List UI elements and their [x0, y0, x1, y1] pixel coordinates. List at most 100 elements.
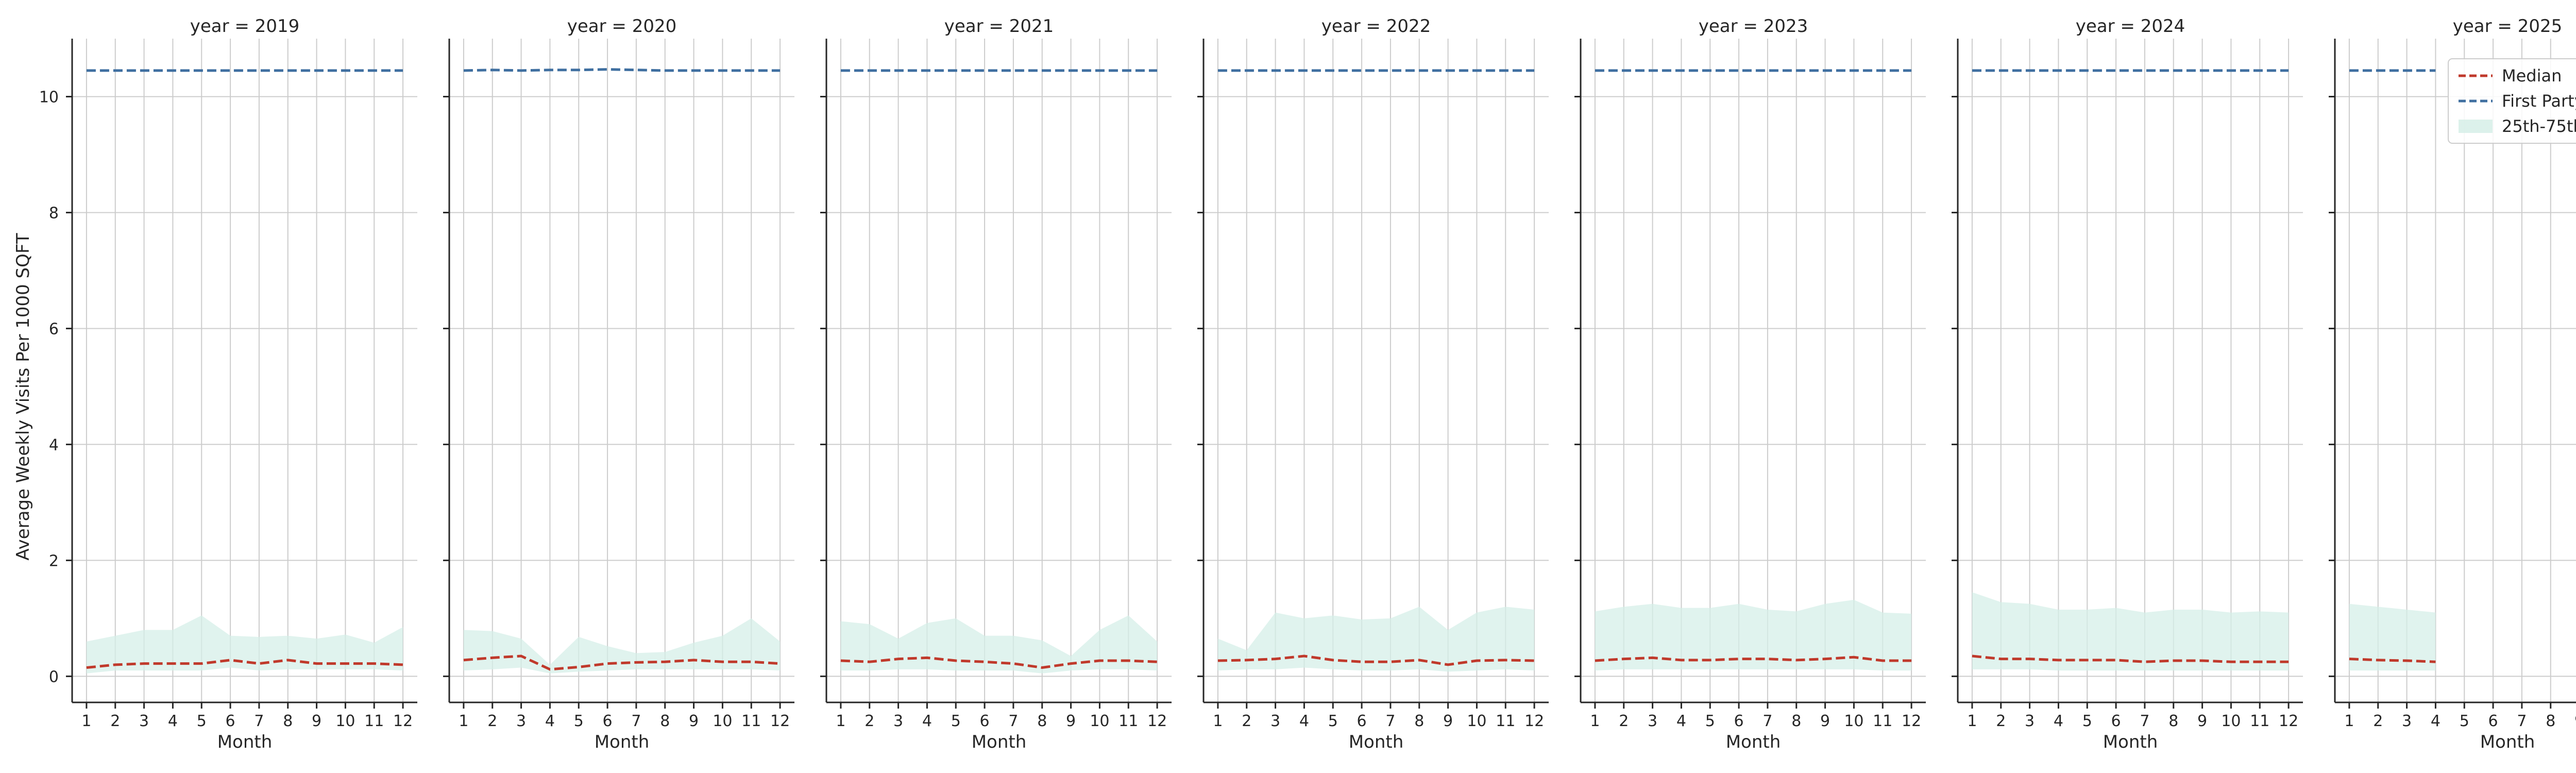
x-tick-label: 12: [2279, 712, 2298, 730]
x-tick-label: 4: [922, 712, 932, 730]
x-tick-label: 11: [2250, 712, 2269, 730]
x-tick-label: 6: [1734, 712, 1744, 730]
legend-label: 25th-75th Percentile: [2502, 116, 2576, 136]
x-tick-label: 11: [1873, 712, 1892, 730]
x-tick-label: 9: [2574, 712, 2576, 730]
x-tick-label: 8: [2168, 712, 2178, 730]
x-tick-label: 8: [283, 712, 293, 730]
y-tick-label: 0: [49, 668, 59, 686]
x-tick-label: 12: [770, 712, 790, 730]
x-tick-label: 10: [713, 712, 732, 730]
x-tick-label: 10: [335, 712, 355, 730]
x-tick-label: 12: [1524, 712, 1544, 730]
x-tick-label: 7: [1385, 712, 1395, 730]
x-tick-label: 2: [110, 712, 120, 730]
panel-title: year = 2021: [944, 16, 1054, 37]
x-tick-label: 3: [139, 712, 149, 730]
x-tick-label: 3: [1648, 712, 1657, 730]
x-tick-label: 7: [2140, 712, 2149, 730]
percentile-band: [1972, 592, 2289, 671]
percentile-band: [2349, 603, 2436, 671]
x-tick-label: 9: [1443, 712, 1453, 730]
legend: Median First Party Median 25th-75th Percen…: [2448, 58, 2576, 144]
x-tick-label: 12: [1147, 712, 1167, 730]
panel-title: year = 2024: [2076, 16, 2185, 37]
x-tick-label: 10: [1844, 712, 1863, 730]
x-tick-label: 8: [2546, 712, 2555, 730]
x-axis-label: Month: [1349, 732, 1404, 752]
x-tick-label: 4: [1676, 712, 1686, 730]
y-tick-label: 4: [49, 436, 59, 454]
x-tick-label: 10: [1090, 712, 1109, 730]
median-line: [2349, 658, 2436, 663]
x-tick-label: 6: [603, 712, 613, 730]
x-tick-label: 1: [459, 712, 468, 730]
percentile-band: [840, 615, 1158, 674]
x-tick-label: 12: [393, 712, 413, 730]
x-tick-label: 2: [865, 712, 874, 730]
x-tick-label: 12: [1902, 712, 1921, 730]
median-line: [463, 654, 781, 671]
x-tick-label: 1: [1213, 712, 1223, 730]
x-axis-label: Month: [1726, 732, 1781, 752]
x-tick-label: 11: [1118, 712, 1138, 730]
x-tick-label: 4: [1299, 712, 1309, 730]
x-tick-label: 1: [2344, 712, 2354, 730]
panel-title: year = 2019: [190, 16, 299, 37]
percentile-band: [463, 618, 781, 674]
x-tick-label: 5: [574, 712, 584, 730]
x-tick-label: 5: [1705, 712, 1715, 730]
legend-label: First Party Median: [2502, 91, 2576, 111]
panel-7: year = 2025123456789101112Month: [2329, 16, 2576, 752]
percentile-band: [86, 615, 403, 674]
x-tick-label: 1: [1967, 712, 1977, 730]
x-tick-label: 6: [980, 712, 990, 730]
x-tick-label: 11: [741, 712, 761, 730]
x-axis-label: Month: [972, 732, 1027, 752]
x-tick-label: 5: [2082, 712, 2092, 730]
x-tick-label: 5: [1328, 712, 1338, 730]
legend-item: First Party Median: [2459, 91, 2576, 111]
x-tick-label: 8: [660, 712, 670, 730]
x-axis-label: Month: [595, 732, 650, 752]
x-tick-label: 5: [2460, 712, 2469, 730]
x-tick-label: 2: [1619, 712, 1629, 730]
x-tick-label: 11: [364, 712, 384, 730]
x-tick-label: 11: [1496, 712, 1515, 730]
legend-swatch-band: [2459, 120, 2493, 133]
x-tick-label: 1: [1590, 712, 1600, 730]
x-tick-label: 4: [545, 712, 555, 730]
percentile-band: [1595, 599, 1912, 671]
x-tick-label: 9: [312, 712, 321, 730]
legend-item: 25th-75th Percentile: [2459, 116, 2576, 136]
legend-item: Median: [2459, 66, 2562, 86]
x-tick-label: 4: [2431, 712, 2441, 730]
x-tick-label: 10: [1467, 712, 1486, 730]
x-tick-label: 2: [2373, 712, 2383, 730]
x-tick-label: 5: [197, 712, 207, 730]
x-tick-label: 7: [254, 712, 264, 730]
y-axis-label: Average Weekly Visits Per 1000 SQFT: [13, 233, 33, 561]
y-tick-label: 2: [49, 552, 59, 570]
x-tick-label: 6: [2111, 712, 2121, 730]
legend-label: Median: [2502, 66, 2562, 86]
x-tick-label: 1: [81, 712, 91, 730]
x-tick-label: 3: [893, 712, 903, 730]
x-tick-label: 8: [1791, 712, 1801, 730]
percentile-band: [1217, 607, 1535, 672]
y-tick-label: 10: [39, 88, 59, 106]
x-tick-label: 2: [487, 712, 497, 730]
x-tick-label: 3: [516, 712, 526, 730]
x-tick-label: 4: [2054, 712, 2063, 730]
x-tick-label: 8: [1414, 712, 1424, 730]
x-tick-label: 10: [2221, 712, 2241, 730]
x-axis-label: Month: [2103, 732, 2158, 752]
x-tick-label: 9: [1820, 712, 1830, 730]
x-tick-label: 7: [1762, 712, 1772, 730]
